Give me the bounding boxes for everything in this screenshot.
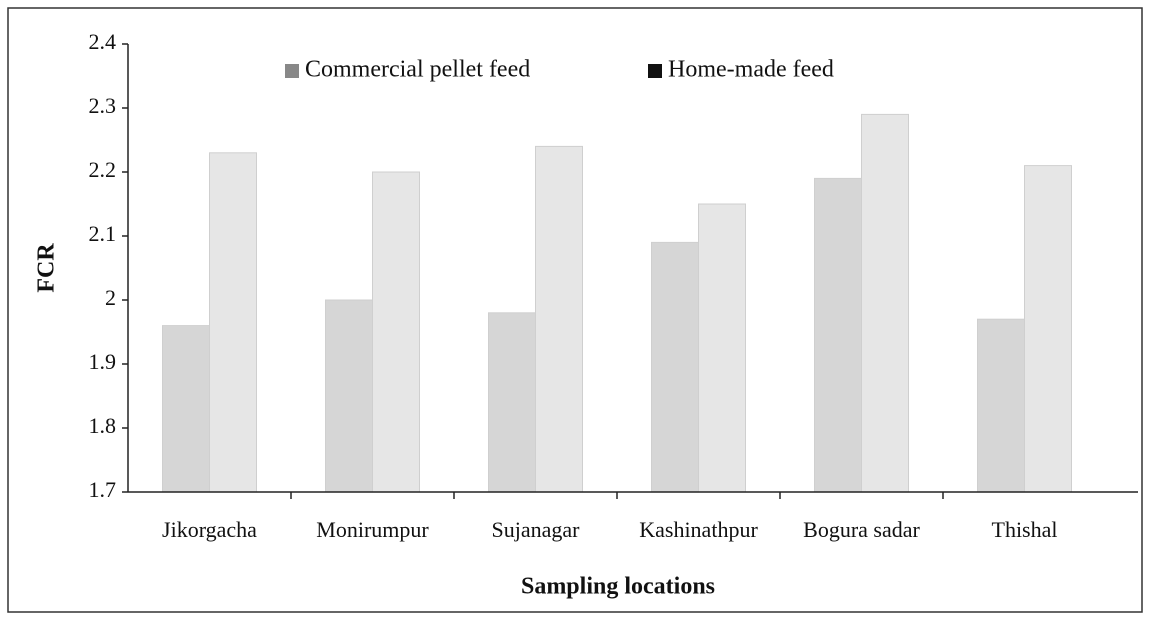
- x-tick-label: Sujanagar: [492, 517, 581, 542]
- y-tick-label: 2.3: [89, 93, 117, 118]
- y-tick-label: 2.4: [89, 29, 117, 54]
- bar: [1024, 165, 1072, 493]
- bar: [488, 312, 536, 493]
- x-tick-label: Thishal: [992, 517, 1058, 542]
- bar: [209, 152, 257, 493]
- y-tick-label: 1.8: [89, 413, 117, 438]
- bar: [814, 177, 862, 493]
- bar: [861, 113, 909, 493]
- legend-label: Home-made feed: [668, 57, 834, 83]
- x-tick-label: Jikorgacha: [162, 517, 257, 542]
- y-tick-label: 1.7: [89, 477, 117, 502]
- y-tick-label: 1.9: [89, 349, 117, 374]
- bar: [372, 171, 420, 493]
- bar: [325, 299, 373, 493]
- y-tick-label: 2: [105, 285, 116, 310]
- bar: [698, 203, 746, 493]
- x-tick-label: Kashinathpur: [639, 517, 758, 542]
- bar: [977, 318, 1025, 493]
- bar: [651, 241, 699, 493]
- y-tick-label: 2.1: [89, 221, 117, 246]
- legend-label: Commercial pellet feed: [305, 57, 530, 83]
- legend-swatch: [648, 64, 662, 78]
- bar: [162, 325, 210, 493]
- x-tick-label: Bogura sadar: [803, 517, 920, 542]
- y-tick-label: 2.2: [89, 157, 117, 182]
- bar: [535, 145, 583, 493]
- legend-swatch: [285, 64, 299, 78]
- x-axis-title: Sampling locations: [521, 574, 715, 600]
- x-tick-label: Monirumpur: [316, 517, 429, 542]
- y-axis-title: FCR: [34, 243, 60, 293]
